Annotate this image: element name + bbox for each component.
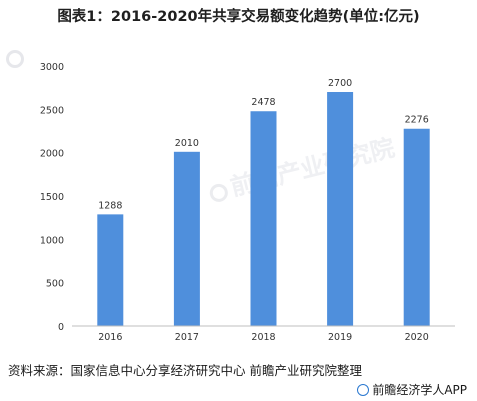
bars: 1288 2010 2478 2700 2276 (97, 78, 430, 327)
bar (327, 92, 354, 326)
bar-value-label: 1288 (98, 200, 122, 211)
y-tick-label: 0 (58, 322, 64, 333)
x-tick-label: 2019 (328, 332, 352, 343)
y-tick-label: 3000 (40, 62, 64, 73)
bar-value-label: 2700 (328, 78, 352, 89)
bar (250, 111, 277, 327)
source-note: 资料来源：国家信息中心分享经济研究中心 前瞻产业研究院整理 (8, 363, 362, 378)
y-tick-label: 2000 (40, 149, 64, 160)
brand-logo-icon (357, 384, 370, 396)
x-axis: 2016 2017 2018 2019 2020 (72, 325, 455, 343)
bar (97, 214, 124, 326)
x-tick-label: 2020 (405, 332, 429, 343)
x-tick-label: 2016 (98, 332, 122, 343)
bar-value-label: 2010 (175, 138, 199, 149)
bar (403, 128, 430, 326)
bar-value-label: 2276 (405, 115, 429, 126)
y-axis: 0 500 1000 1500 2000 2500 3000 (40, 62, 64, 333)
y-tick-label: 2500 (40, 105, 64, 116)
brand-label-container: 前瞻经济学人APP (357, 381, 467, 398)
y-tick-label: 500 (46, 279, 64, 290)
brand-label: 前瞻经济学人APP (372, 383, 467, 397)
y-tick-label: 1500 (40, 192, 64, 203)
chart-title: 图表1：2016-2020年共享交易额变化趋势(单位:亿元) (57, 9, 420, 25)
x-tick-label: 2018 (251, 332, 275, 343)
y-tick-label: 1000 (40, 235, 64, 246)
bar-value-label: 2478 (251, 97, 275, 108)
bar (173, 151, 200, 326)
watermark-logo-icon (6, 50, 24, 68)
watermark-logo-top-left (6, 50, 146, 90)
x-tick-label: 2017 (175, 332, 199, 343)
